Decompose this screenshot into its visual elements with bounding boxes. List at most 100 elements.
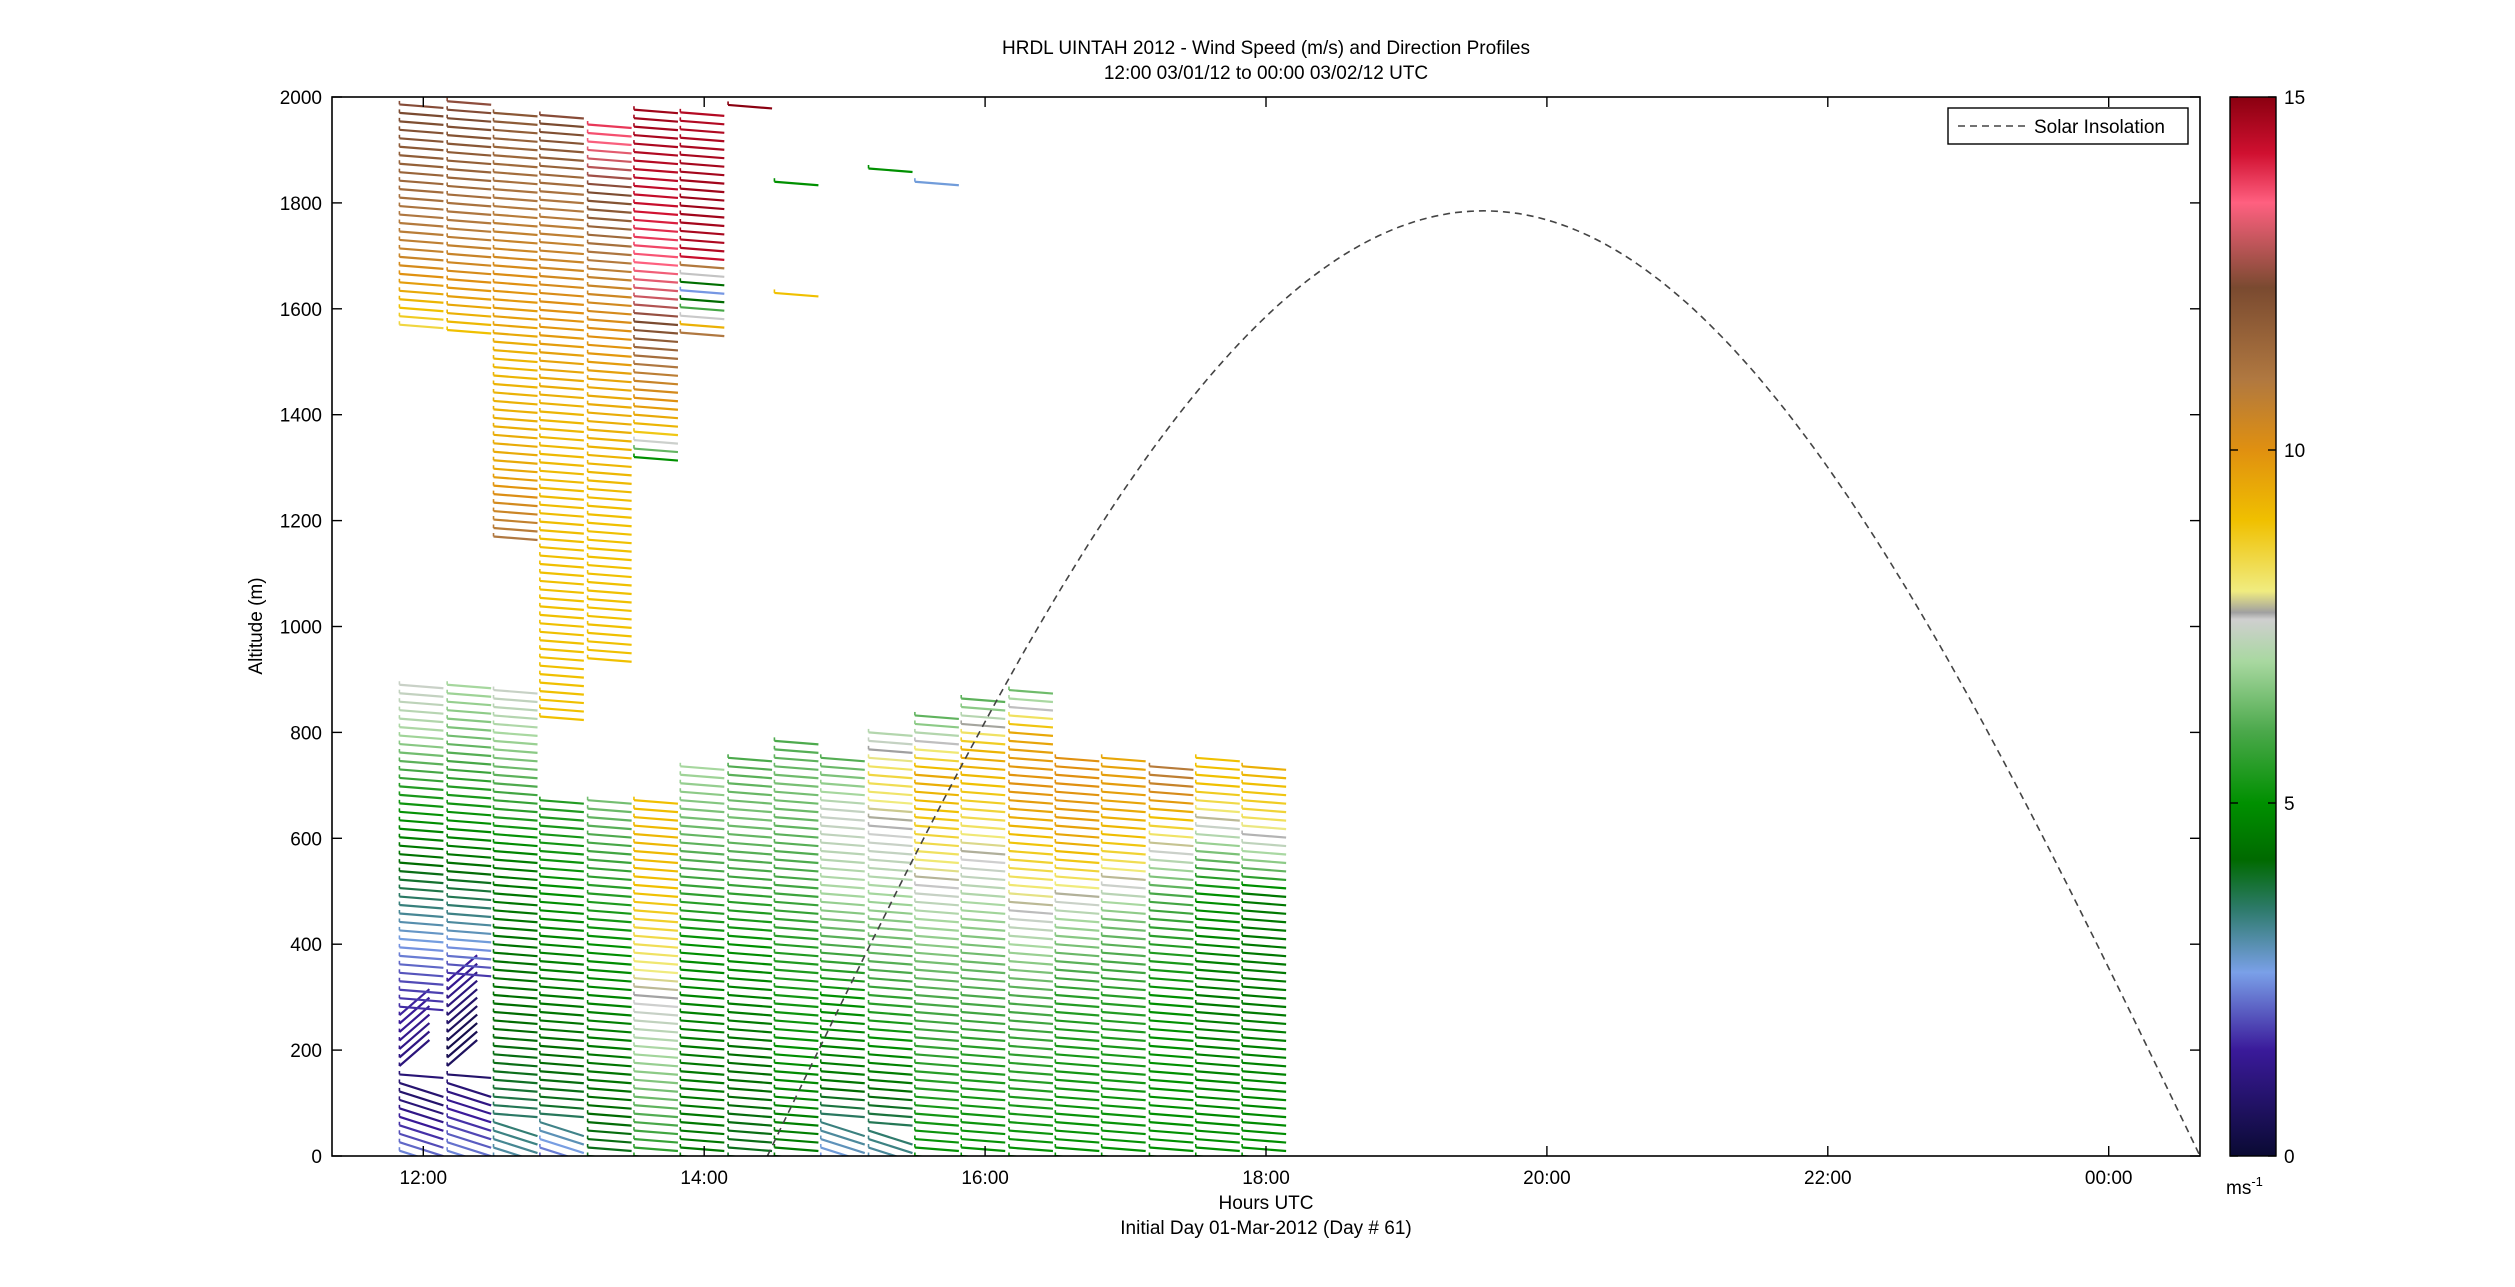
wind-barb	[446, 996, 478, 1025]
wind-barb	[493, 323, 538, 330]
wind-barb	[399, 281, 444, 287]
colorbar-gradient	[2230, 97, 2276, 1156]
wind-barb	[493, 442, 538, 448]
wind-barb	[914, 909, 959, 915]
wind-barb	[727, 756, 773, 763]
wind-barb	[633, 799, 679, 805]
wind-barb	[539, 605, 584, 611]
wind-barb	[587, 1095, 632, 1102]
wind-barb	[1008, 748, 1054, 754]
wind-barb	[1195, 1002, 1240, 1009]
wind-barb	[727, 1061, 773, 1068]
wind-barb	[633, 993, 679, 1000]
wind-barb	[447, 269, 492, 276]
wind-barb	[727, 1146, 773, 1153]
wind-barb	[868, 1154, 873, 1156]
wind-barb	[399, 903, 444, 910]
wind-barb	[1195, 883, 1240, 890]
wind-barb	[1101, 892, 1146, 898]
wind-barb	[539, 1087, 584, 1093]
wind-barb	[398, 1022, 431, 1050]
wind-barb	[1101, 1137, 1146, 1144]
wind-profile	[679, 762, 725, 1156]
wind-barb	[587, 1036, 632, 1042]
wind-barb	[587, 428, 632, 435]
wind-barb	[961, 739, 1006, 746]
wind-barb	[398, 1030, 431, 1059]
wind-barb	[493, 476, 538, 482]
wind-barb	[680, 875, 725, 882]
wind-barb	[587, 1146, 632, 1153]
wind-barb	[680, 866, 725, 873]
wind-barb	[1055, 909, 1100, 915]
wind-barb	[774, 773, 819, 780]
wind-barb	[587, 849, 632, 856]
wind-barb	[1101, 993, 1146, 1000]
wind-barb	[1242, 900, 1287, 907]
wind-barb	[633, 1078, 679, 1085]
wind-barb	[1242, 909, 1287, 915]
wind-barb	[1242, 1137, 1287, 1144]
wind-barb	[680, 1010, 725, 1017]
wind-barb	[1195, 1070, 1240, 1076]
wind-barb	[1242, 773, 1287, 780]
wind-barb	[633, 184, 679, 191]
wind-profile	[773, 737, 819, 1156]
wind-barb	[587, 934, 632, 941]
wind-barb	[1195, 1112, 1240, 1119]
wind-barb	[493, 1061, 538, 1068]
wind-barb	[446, 1081, 492, 1098]
wind-barb	[587, 1078, 632, 1085]
wind-barb	[680, 841, 725, 848]
wind-barb	[587, 352, 632, 358]
wind-barb	[1055, 1027, 1100, 1034]
wind-barb	[539, 164, 584, 171]
wind-barb	[868, 731, 913, 737]
wind-barb	[633, 193, 679, 200]
wind-barb	[914, 917, 959, 924]
wind-barb	[1242, 1010, 1287, 1017]
wind-barb	[1101, 799, 1146, 805]
wind-barb	[820, 1154, 825, 1156]
wind-barb	[633, 388, 679, 394]
wind-barb	[680, 331, 725, 338]
wind-barb	[493, 493, 538, 499]
wind-barb	[633, 117, 679, 123]
wind-barb	[539, 147, 584, 154]
wind-profile	[1054, 754, 1100, 1156]
wind-barb	[399, 103, 444, 110]
wind-barb	[1242, 1078, 1287, 1085]
wind-barb	[399, 120, 444, 126]
wind-barb	[633, 362, 679, 369]
wind-barb	[1055, 1061, 1100, 1068]
wind-barb	[680, 1002, 725, 1009]
wind-barb	[868, 824, 913, 831]
wind-barb	[399, 1141, 444, 1156]
wind-barb	[1055, 756, 1100, 763]
wind-barb	[493, 731, 538, 737]
wind-barb	[539, 1027, 584, 1034]
wind-barb	[1149, 1053, 1194, 1059]
wind-barb	[447, 920, 492, 927]
wind-barb	[680, 1078, 725, 1085]
wind-barb	[961, 697, 1006, 704]
wind-barb	[680, 917, 725, 924]
wind-profile	[492, 686, 538, 1156]
wind-barb	[1008, 900, 1054, 907]
wind-barb	[680, 111, 725, 117]
wind-barb	[774, 1137, 819, 1144]
colorbar-frame	[2229, 96, 2277, 1157]
wind-barb	[1101, 832, 1146, 839]
wind-barb	[914, 807, 959, 814]
wind-barb	[399, 128, 444, 135]
wind-barb	[1242, 1019, 1287, 1026]
wind-barb	[820, 1129, 866, 1146]
wind-barb	[680, 892, 725, 898]
wind-barb	[914, 824, 959, 831]
wind-barb	[587, 892, 632, 898]
wind-barb	[446, 1107, 492, 1124]
wind-barb	[1101, 1146, 1146, 1153]
wind-barb	[399, 997, 444, 1003]
wind-barb	[1055, 765, 1100, 771]
wind-barb	[633, 405, 679, 411]
